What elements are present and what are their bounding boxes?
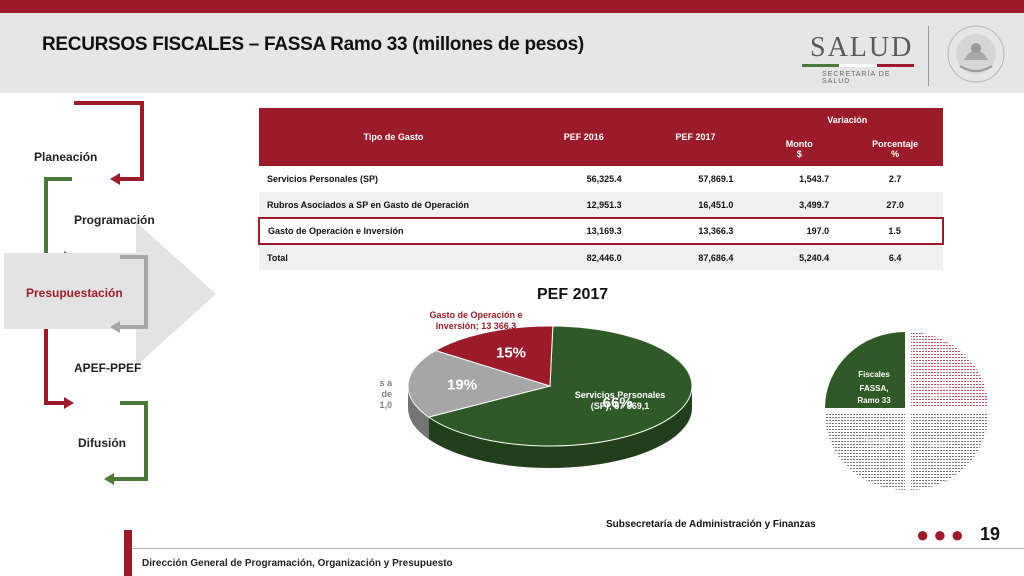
row-pef2016: 12,951.3 <box>527 192 640 218</box>
subsecretaria-label: Subsecretaría de Administración y Finanz… <box>606 519 816 530</box>
flow-connectors-top <box>110 255 148 333</box>
row-pef2016: 13,169.3 <box>527 217 640 245</box>
col-header-pef2016: PEF 2016 <box>527 108 640 166</box>
pie-category-label-goi: Inversión; 13 366,3 <box>436 321 517 331</box>
row-tipo: Servicios Personales (SP) <box>259 166 528 192</box>
flow-step-programacion[interactable]: Programación <box>74 213 155 227</box>
national-seal-icon <box>947 25 1005 83</box>
row-pct: 2.7 <box>847 166 943 192</box>
pie-category-label-goi: Gasto de Operación e <box>429 310 522 320</box>
footer-divider <box>132 548 1024 549</box>
funding-sources-mini-chart: Fiscales FASSA, Ramo 33 Fiscales Ramo 12… <box>825 332 988 490</box>
col-header-monto: Monto $ <box>751 132 848 166</box>
pie-side-1 <box>408 386 429 440</box>
pie-category-label-sp: Servicios Personales <box>575 390 666 400</box>
mini-slice-fondeo <box>911 414 988 490</box>
footer-accent-bar <box>124 530 132 576</box>
table-row-highlighted: Gasto de Operación e Inversión 13,169.3 … <box>258 217 944 245</box>
active-step-arrow <box>136 222 216 366</box>
pef-2017-pie-chart: 66% 19% 15% Servicios Personales(SP); 57 86… <box>380 310 693 468</box>
col-header-porcentaje: Porcentaje % <box>847 132 943 166</box>
row-pct: 27.0 <box>847 192 943 218</box>
active-step-band <box>4 253 154 329</box>
row-monto: 197.0 <box>751 217 848 245</box>
mini-label-line3: Ramo 33 <box>857 396 891 405</box>
row-monto: 1,543.7 <box>751 166 848 192</box>
pie-side-0 <box>428 386 692 468</box>
flow-step-presupuestacion[interactable]: Presupuestación <box>26 286 123 300</box>
header-band <box>0 13 1024 93</box>
mini-label-q3b: FSSP <box>871 446 885 452</box>
flow-step-planeacion[interactable]: Planeación <box>34 150 98 164</box>
col-header-pef2017: PEF 2017 <box>639 108 752 166</box>
pie-category-label-rubros: Rubros Asociados a <box>380 378 393 388</box>
flow-step-apef-ppef[interactable]: APEF-PPEF <box>74 361 142 375</box>
budget-table: Tipo de Gasto PEF 2016 PEF 2017 Variació… <box>258 108 944 270</box>
row-pct: 6.4 <box>847 244 943 270</box>
logo-subtitle: SECRETARÍA DE SALUD <box>822 71 891 85</box>
page-number: 19 <box>980 524 1001 544</box>
mini-slice-ramo12 <box>911 332 988 408</box>
page-title: RECURSOS FISCALES – FASSA Ramo 33 (millo… <box>42 34 584 55</box>
row-pef2017: 57,869.1 <box>639 166 752 192</box>
mini-label-q1b: Ramo 12 <box>930 394 951 400</box>
logo-tricolor-bar <box>802 64 914 67</box>
footer-direccion: Dirección General de Programación, Organ… <box>142 558 453 569</box>
row-monto: 3,499.7 <box>751 192 848 218</box>
row-tipo: Rubros Asociados a SP en Gasto de Operac… <box>259 192 528 218</box>
pie-slice-0 <box>427 325 693 447</box>
mini-label-line2: FASSA, <box>860 384 889 393</box>
pie-category-label-sp: (SP); 57 869,1 <box>591 401 650 411</box>
pie-slice-1 <box>407 349 552 418</box>
row-tipo: Gasto de Operación e Inversión <box>258 217 528 245</box>
row-pef2016: 56,325.4 <box>527 166 640 192</box>
logo-divider <box>928 26 929 86</box>
monto-unit: $ <box>796 149 802 159</box>
row-pef2017: 16,451.0 <box>639 192 752 218</box>
mini-label-line1: Fiscales <box>858 370 890 379</box>
mini-slice-fssp <box>825 414 905 490</box>
row-tipo: Total <box>259 244 528 270</box>
pie-category-label-rubros: SP en Gasto de <box>380 389 392 399</box>
salud-logo: SALUD SECRETARÍA DE SALUD <box>800 28 920 85</box>
mini-slice-fiscales <box>825 332 905 408</box>
chart-title: PEF 2017 <box>537 286 609 303</box>
top-color-stripe <box>0 0 1024 13</box>
more-dots-icon: ●●● <box>916 522 968 547</box>
flow-step-difusion[interactable]: Difusión <box>78 436 126 450</box>
row-pef2016: 82,446.0 <box>527 244 640 270</box>
table-row: Servicios Personales (SP) 56,325.4 57,86… <box>259 166 943 192</box>
pie-category-label-rubros: Operación; 16 451,0 <box>380 400 392 410</box>
logo-main-text: SALUD <box>810 32 914 63</box>
mini-label-q3a: Fondos SP <box>866 438 891 444</box>
porcentaje-label: Porcentaje <box>872 139 919 149</box>
col-header-tipo: Tipo de Gasto <box>259 108 528 166</box>
porcentaje-unit: % <box>891 149 900 159</box>
row-pct: 1.5 <box>847 217 944 245</box>
mini-label-q4: Fondeo <box>930 442 947 448</box>
col-header-variacion: Variación <box>751 108 943 132</box>
pie-slice-2 <box>434 325 554 387</box>
pie-pct-label-2: 15% <box>496 345 526 362</box>
row-pef2017: 13,366.3 <box>639 217 752 245</box>
table-row: Rubros Asociados a SP en Gasto de Operac… <box>259 192 943 218</box>
table-row-total: Total 82,446.0 87,686.4 5,240.4 6.4 <box>259 244 943 270</box>
row-pef2017: 87,686.4 <box>639 244 752 270</box>
pie-pct-label-1: 19% <box>447 376 477 393</box>
mini-label-q1a: Fiscales <box>931 386 950 392</box>
row-monto: 5,240.4 <box>751 244 848 270</box>
monto-label: Monto <box>785 139 813 149</box>
pie-pct-label-0: 66% <box>603 394 633 411</box>
